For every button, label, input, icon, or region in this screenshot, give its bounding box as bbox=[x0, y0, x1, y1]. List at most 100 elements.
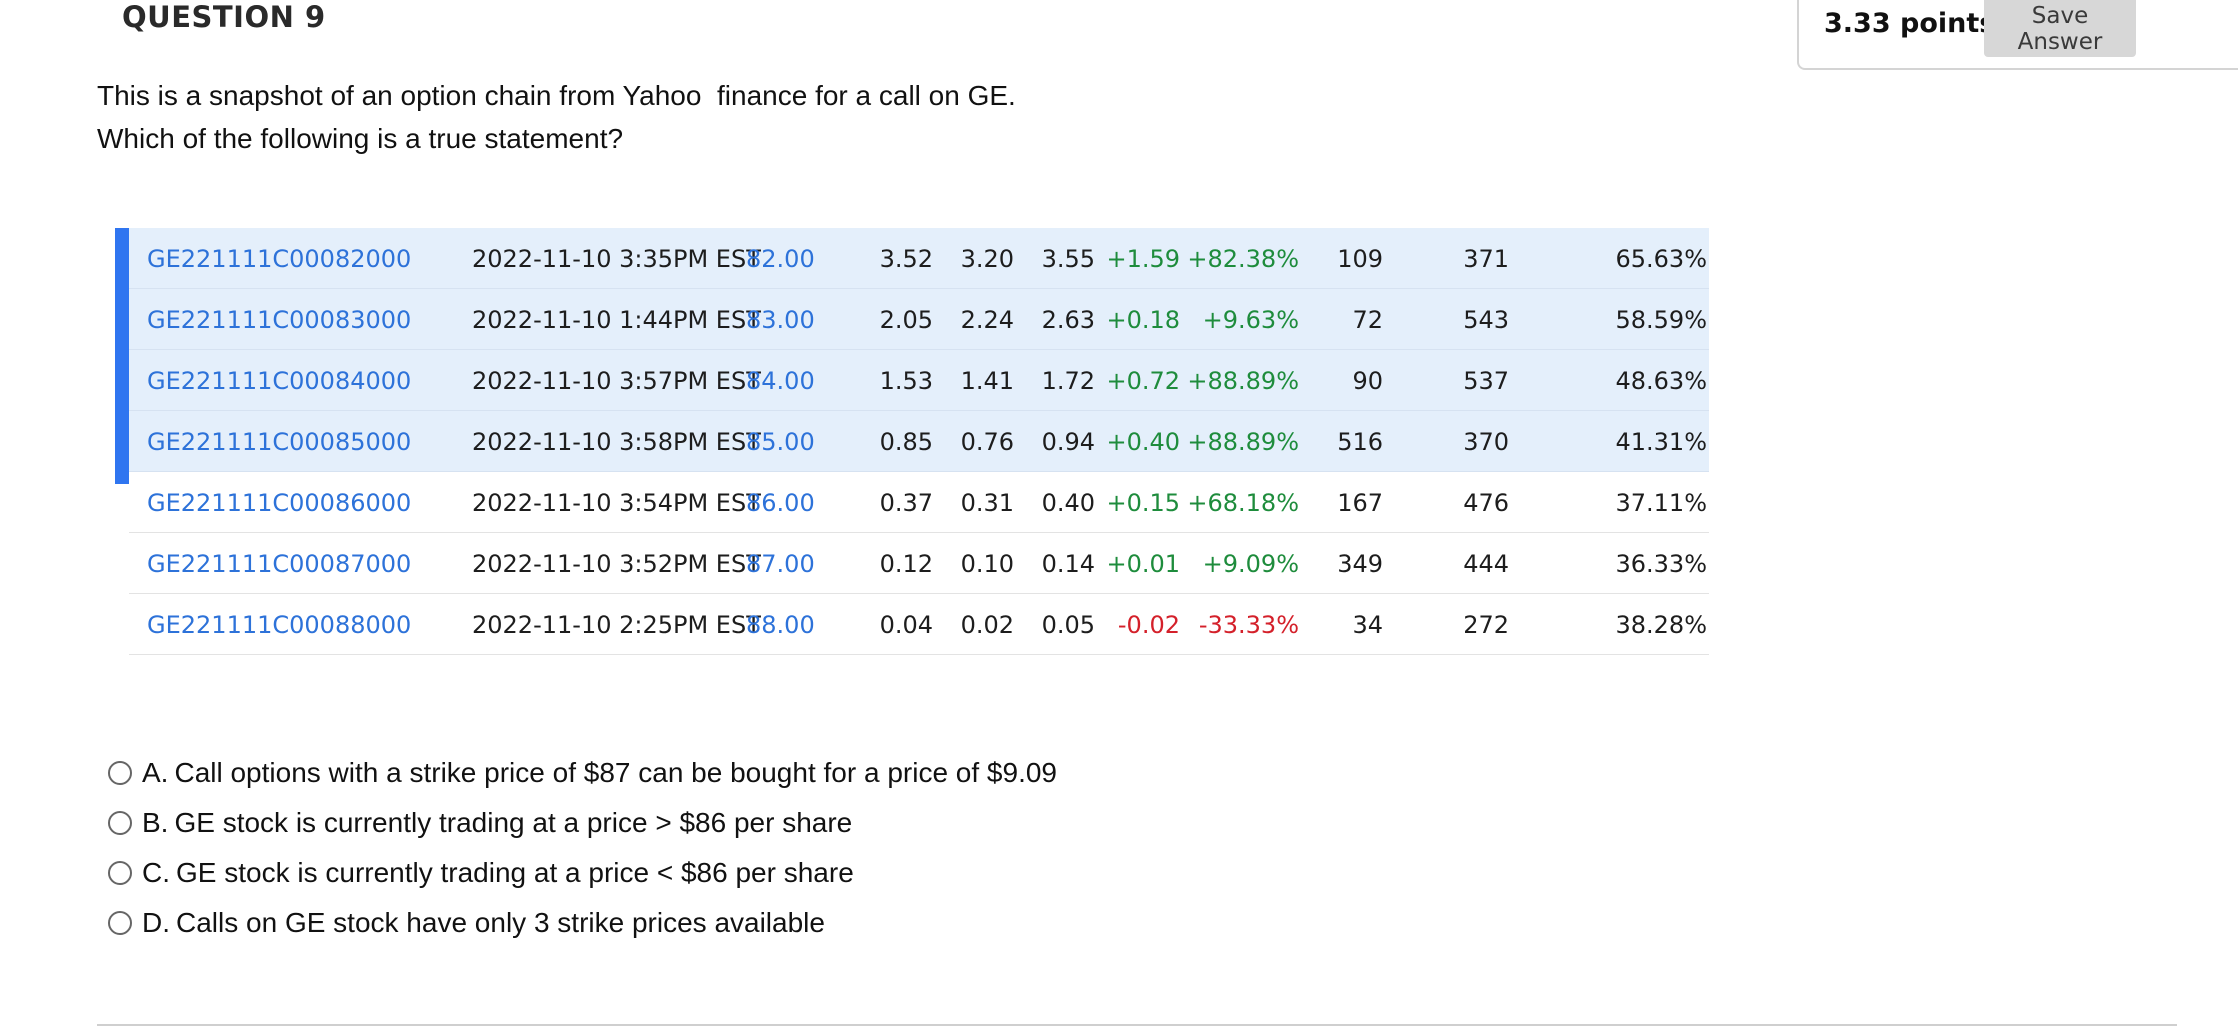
ask-price: 3.55 bbox=[1041, 245, 1095, 273]
bid-price: 0.10 bbox=[960, 550, 1014, 578]
percent-change: +82.38% bbox=[1187, 245, 1299, 273]
contract-symbol-link[interactable]: GE221111C00083000 bbox=[147, 306, 412, 334]
last-trade-date: 2022-11-10 3:35PM EST bbox=[472, 245, 761, 273]
implied-volatility: 36.33% bbox=[1615, 550, 1707, 578]
strike-link[interactable]: 88.00 bbox=[746, 611, 815, 639]
radio-button[interactable] bbox=[108, 811, 132, 835]
bid-price: 0.76 bbox=[960, 428, 1014, 456]
bid-price: 2.24 bbox=[960, 306, 1014, 334]
table-row: GE221111C00086000 2022-11-10 3:54PM EST 86… bbox=[129, 472, 1709, 533]
implied-volatility: 37.11% bbox=[1615, 489, 1707, 517]
answer-text: Call options with a strike price of $87 … bbox=[174, 757, 1057, 788]
bid-price: 0.02 bbox=[960, 611, 1014, 639]
last-trade-date: 2022-11-10 3:58PM EST bbox=[472, 428, 761, 456]
bid-price: 1.41 bbox=[960, 367, 1014, 395]
volume: 109 bbox=[1337, 245, 1383, 273]
volume: 349 bbox=[1337, 550, 1383, 578]
prompt-line: Which of the following is a true stateme… bbox=[97, 123, 624, 154]
open-interest: 370 bbox=[1463, 428, 1509, 456]
last-price: 0.12 bbox=[879, 550, 933, 578]
price-change: +0.18 bbox=[1106, 306, 1180, 334]
ask-price: 0.14 bbox=[1041, 550, 1095, 578]
answer-letter: C. bbox=[142, 857, 170, 888]
contract-symbol-link[interactable]: GE221111C00086000 bbox=[147, 489, 412, 517]
contract-symbol-link[interactable]: GE221111C00085000 bbox=[147, 428, 412, 456]
open-interest: 537 bbox=[1463, 367, 1509, 395]
strike-link[interactable]: 82.00 bbox=[746, 245, 815, 273]
implied-volatility: 58.59% bbox=[1615, 306, 1707, 334]
percent-change: +9.63% bbox=[1202, 306, 1299, 334]
last-trade-date: 2022-11-10 3:57PM EST bbox=[472, 367, 761, 395]
answer-letter: D. bbox=[142, 907, 170, 938]
in-the-money-indicator bbox=[115, 228, 129, 484]
ask-price: 0.40 bbox=[1041, 489, 1095, 517]
contract-symbol-link[interactable]: GE221111C00082000 bbox=[147, 245, 412, 273]
ask-price: 1.72 bbox=[1041, 367, 1095, 395]
price-change: +0.40 bbox=[1106, 428, 1180, 456]
volume: 90 bbox=[1352, 367, 1383, 395]
open-interest: 371 bbox=[1463, 245, 1509, 273]
strike-link[interactable]: 87.00 bbox=[746, 550, 815, 578]
open-interest: 444 bbox=[1463, 550, 1509, 578]
radio-button[interactable] bbox=[108, 861, 132, 885]
bid-price: 3.20 bbox=[960, 245, 1014, 273]
strike-link[interactable]: 83.00 bbox=[746, 306, 815, 334]
last-trade-date: 2022-11-10 2:25PM EST bbox=[472, 611, 761, 639]
strike-link[interactable]: 84.00 bbox=[746, 367, 815, 395]
prompt-line: This is a snapshot of an option chain fr… bbox=[97, 80, 1016, 111]
price-change: +0.15 bbox=[1106, 489, 1180, 517]
volume: 34 bbox=[1352, 611, 1383, 639]
last-price: 0.37 bbox=[879, 489, 933, 517]
ask-price: 0.94 bbox=[1041, 428, 1095, 456]
open-interest: 543 bbox=[1463, 306, 1509, 334]
implied-volatility: 41.31% bbox=[1615, 428, 1707, 456]
price-change: -0.02 bbox=[1117, 611, 1180, 639]
ask-price: 0.05 bbox=[1041, 611, 1095, 639]
strike-link[interactable]: 86.00 bbox=[746, 489, 815, 517]
radio-button[interactable] bbox=[108, 911, 132, 935]
answer-text: GE stock is currently trading at a price… bbox=[174, 807, 853, 838]
percent-change: +88.89% bbox=[1187, 428, 1299, 456]
last-price: 0.85 bbox=[879, 428, 933, 456]
contract-symbol-link[interactable]: GE221111C00084000 bbox=[147, 367, 412, 395]
last-price: 2.05 bbox=[879, 306, 933, 334]
answer-option[interactable]: B. GE stock is currently trading at a pri… bbox=[108, 798, 1057, 848]
open-interest: 272 bbox=[1463, 611, 1509, 639]
answer-text: GE stock is currently trading at a price… bbox=[176, 857, 854, 888]
table-row: GE221111C00084000 2022-11-10 3:57PM EST 84… bbox=[129, 350, 1709, 411]
volume: 167 bbox=[1337, 489, 1383, 517]
percent-change: +88.89% bbox=[1187, 367, 1299, 395]
answer-option[interactable]: C. GE stock is currently trading at a pri… bbox=[108, 848, 1057, 898]
implied-volatility: 48.63% bbox=[1615, 367, 1707, 395]
implied-volatility: 38.28% bbox=[1615, 611, 1707, 639]
ask-price: 2.63 bbox=[1041, 306, 1095, 334]
price-change: +0.01 bbox=[1106, 550, 1180, 578]
table-row: GE221111C00082000 2022-11-10 3:35PM EST 82… bbox=[129, 228, 1709, 289]
percent-change: +68.18% bbox=[1187, 489, 1299, 517]
table-row: GE221111C00088000 2022-11-10 2:25PM EST 88… bbox=[129, 594, 1709, 655]
answer-letter: A. bbox=[142, 757, 169, 788]
answer-letter: B. bbox=[142, 807, 169, 838]
table-row: GE221111C00083000 2022-11-10 1:44PM EST 83… bbox=[129, 289, 1709, 350]
save-answer-button[interactable]: Save Answer bbox=[1984, 0, 2136, 57]
percent-change: +9.09% bbox=[1202, 550, 1299, 578]
last-trade-date: 2022-11-10 3:54PM EST bbox=[472, 489, 761, 517]
price-change: +1.59 bbox=[1106, 245, 1180, 273]
percent-change: -33.33% bbox=[1198, 611, 1299, 639]
last-price: 1.53 bbox=[879, 367, 933, 395]
points-value: 3.33 points bbox=[1824, 8, 1996, 39]
contract-symbol-link[interactable]: GE221111C00087000 bbox=[147, 550, 412, 578]
question-title: QUESTION 9 bbox=[122, 0, 326, 34]
strike-link[interactable]: 85.00 bbox=[746, 428, 815, 456]
table-row: GE221111C00085000 2022-11-10 3:58PM EST 85… bbox=[129, 411, 1709, 472]
answer-option[interactable]: D. Calls on GE stock have only 3 strike p… bbox=[108, 898, 1057, 948]
contract-symbol-link[interactable]: GE221111C00088000 bbox=[147, 611, 412, 639]
volume: 72 bbox=[1352, 306, 1383, 334]
table-row: GE221111C00087000 2022-11-10 3:52PM EST 87… bbox=[129, 533, 1709, 594]
answer-option[interactable]: A. Call options with a strike price of $8… bbox=[108, 748, 1057, 798]
implied-volatility: 65.63% bbox=[1615, 245, 1707, 273]
radio-button[interactable] bbox=[108, 761, 132, 785]
bid-price: 0.31 bbox=[960, 489, 1014, 517]
open-interest: 476 bbox=[1463, 489, 1509, 517]
answer-text: Calls on GE stock have only 3 strike pri… bbox=[176, 907, 825, 938]
